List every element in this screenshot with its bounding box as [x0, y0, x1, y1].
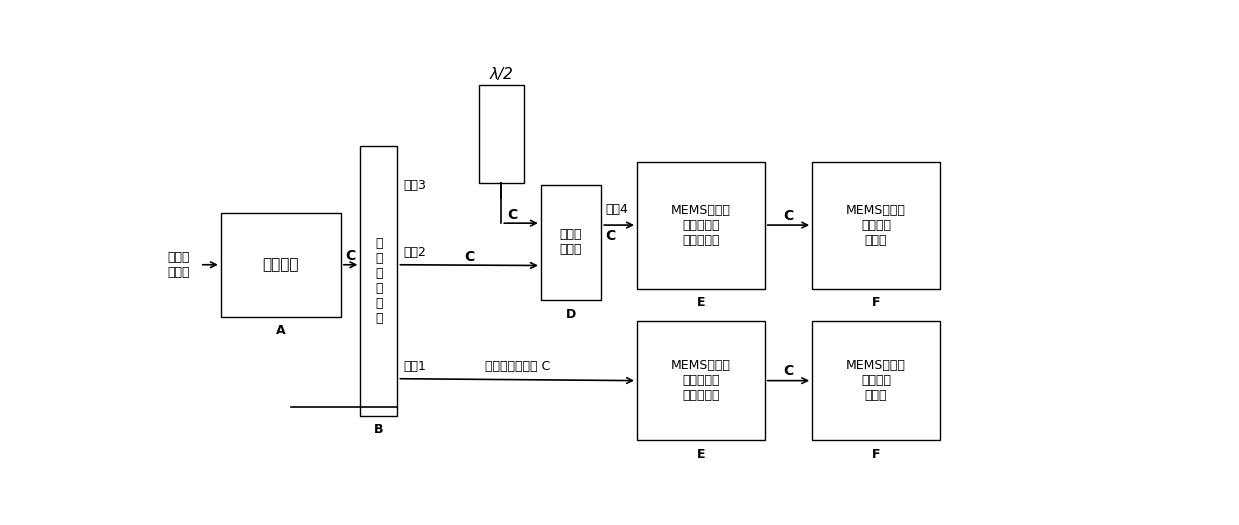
Text: F: F	[872, 296, 880, 309]
Text: C: C	[783, 209, 793, 223]
Text: E: E	[696, 448, 705, 460]
Text: 共面波导传输线 C: 共面波导传输线 C	[484, 360, 550, 373]
Bar	[478, 85, 524, 183]
Text: C: C	[605, 229, 616, 243]
Text: D: D	[566, 308, 576, 321]
Text: MEMS热电式
微波功率
传感器: MEMS热电式 微波功率 传感器	[846, 204, 906, 247]
Text: C: C	[783, 364, 793, 379]
Text: 二合一
功合器: 二合一 功合器	[560, 228, 582, 256]
Text: MEMS悬臂梁
电容式微波
功率传感器: MEMS悬臂梁 电容式微波 功率传感器	[672, 204, 731, 247]
Text: 一
分
三
功
分
器: 一 分 三 功 分 器	[375, 237, 383, 325]
Text: A: A	[276, 324, 286, 338]
Text: F: F	[872, 448, 880, 460]
Text: E: E	[696, 296, 705, 309]
Text: MEMS热电式
微波功率
传感器: MEMS热电式 微波功率 传感器	[846, 359, 906, 402]
Bar	[637, 162, 764, 289]
Text: C: C	[346, 248, 356, 262]
Text: 待测微
波信号: 待测微 波信号	[167, 251, 190, 279]
Text: 信号2: 信号2	[404, 246, 426, 259]
Text: C: C	[465, 250, 475, 264]
Text: 信号4: 信号4	[605, 203, 628, 216]
Text: C: C	[508, 208, 518, 223]
Text: B: B	[374, 423, 384, 436]
Bar	[361, 146, 398, 416]
Text: 信号3: 信号3	[404, 178, 426, 192]
Text: λ/2: λ/2	[489, 67, 513, 82]
Text: 信号1: 信号1	[404, 360, 426, 373]
Bar	[812, 162, 940, 289]
Text: MEMS悬臂梁
电容式微波
功率传感器: MEMS悬臂梁 电容式微波 功率传感器	[672, 359, 731, 402]
Bar	[221, 213, 341, 317]
Bar	[637, 321, 764, 440]
Text: 微波天线: 微波天线	[263, 258, 299, 272]
Bar	[812, 321, 940, 440]
Bar	[541, 185, 601, 300]
